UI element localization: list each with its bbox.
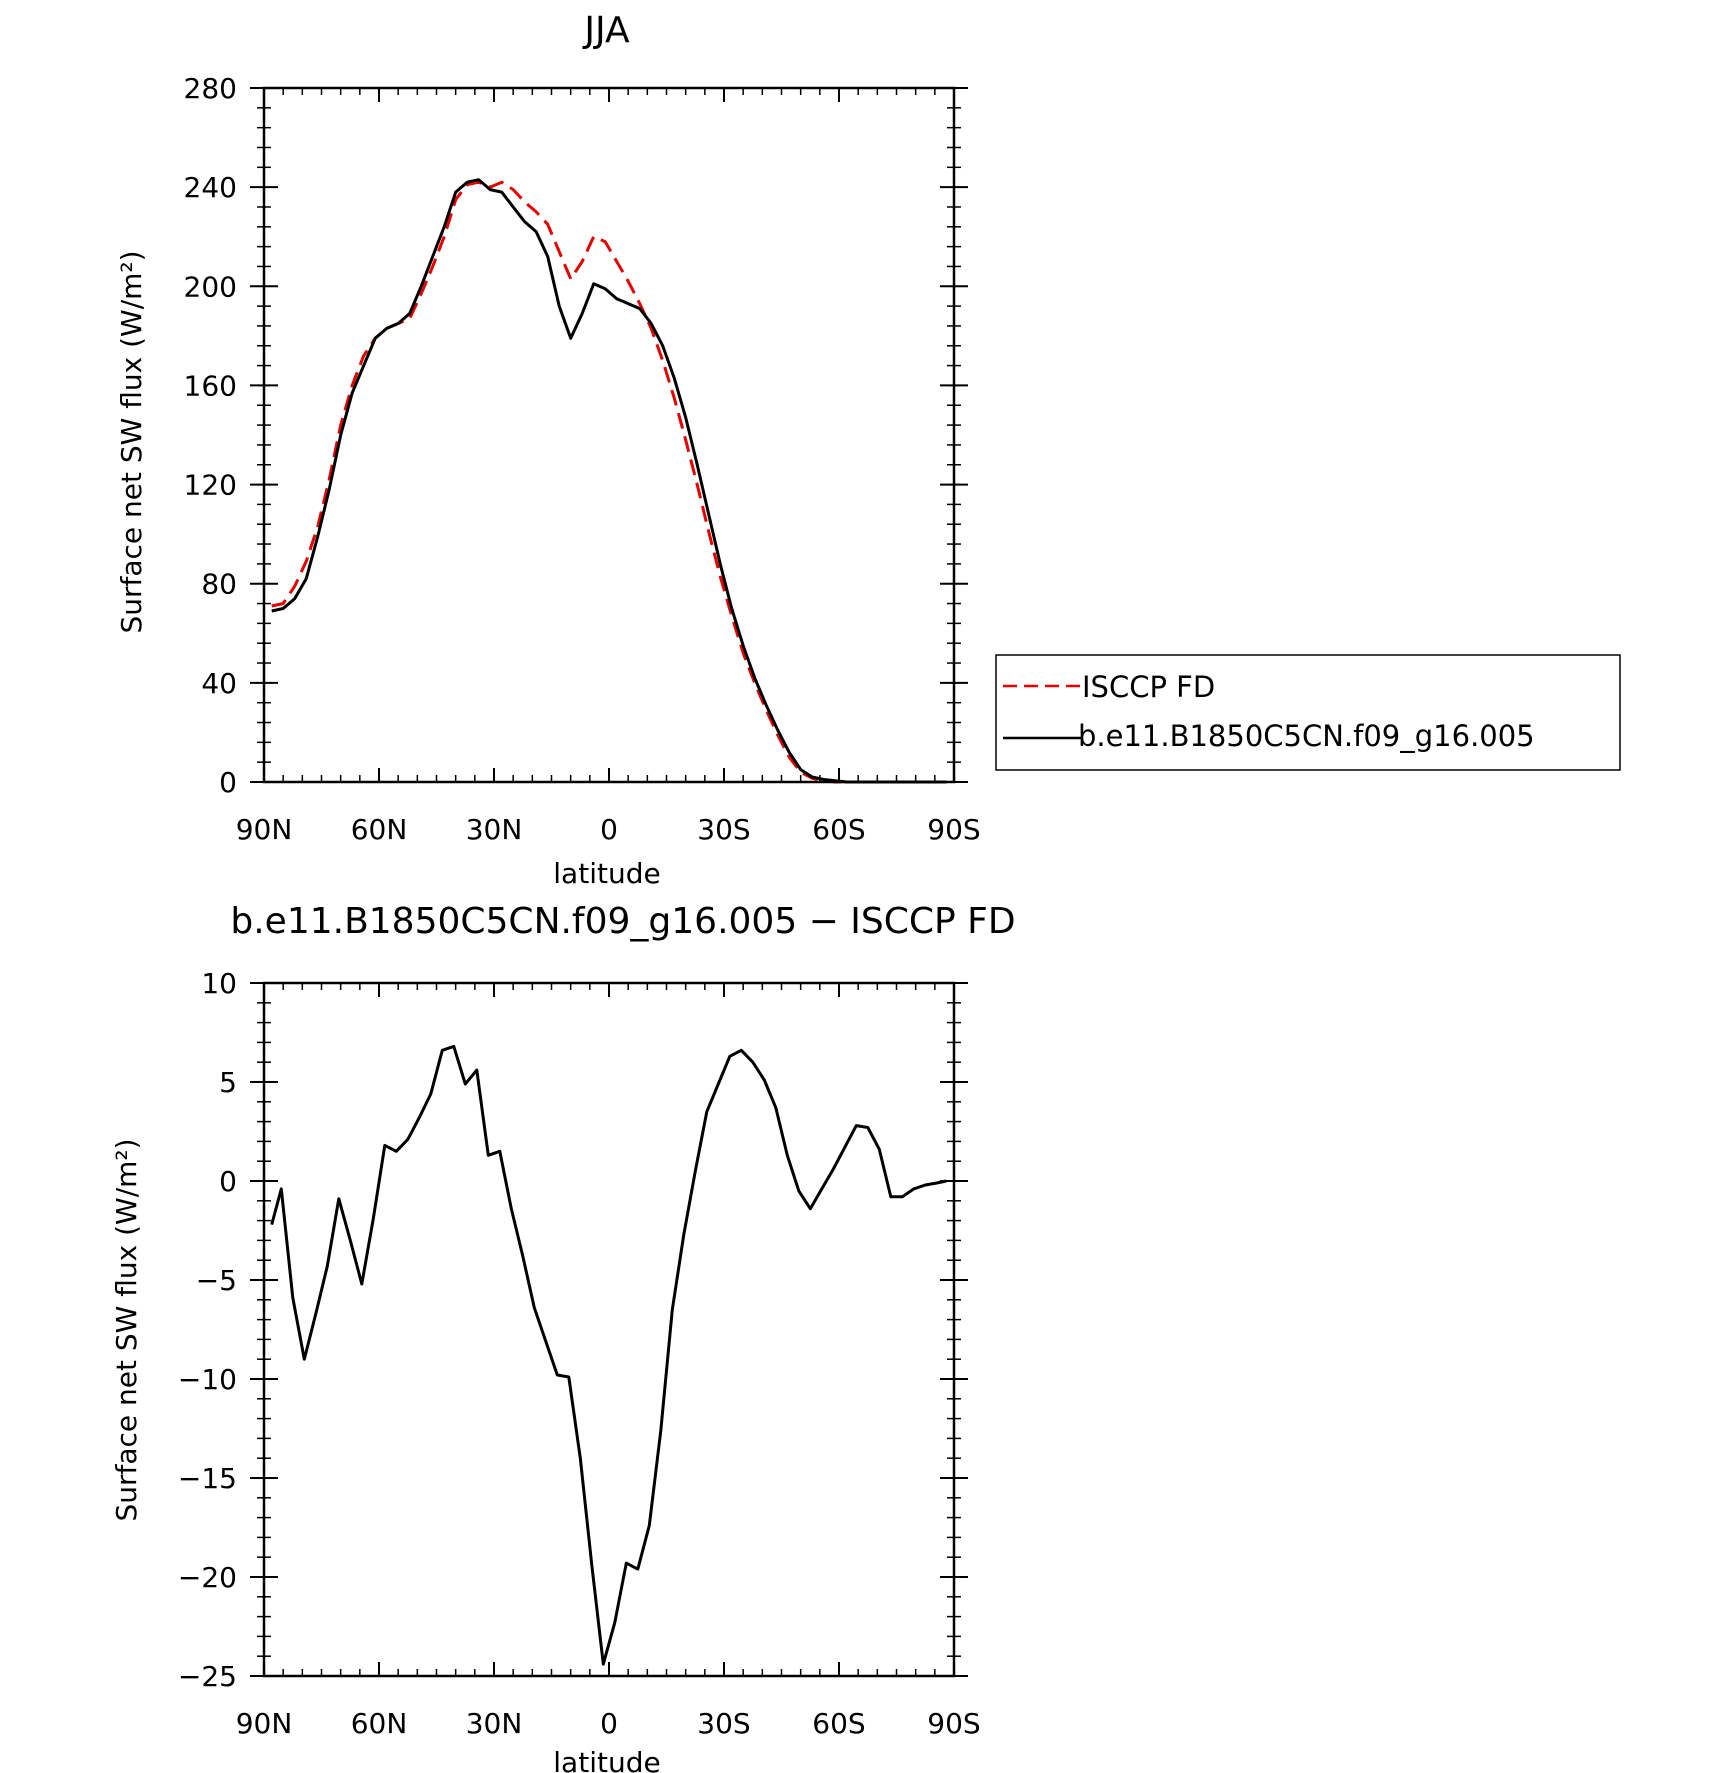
bottom-y-tick-labels: 10 5 0 −5 −10 −15 −20 −25 [178, 967, 237, 1693]
top-y-tick-labels: 0 40 80 120 160 200 240 280 [184, 72, 237, 799]
bottom-x-tick-label: 30N [466, 1707, 523, 1740]
bottom-x-tick-label: 60N [351, 1707, 408, 1740]
top-x-axis-title: latitude [553, 857, 660, 890]
bottom-series-line-model [270, 1044, 947, 1666]
top-y-tick-label: 0 [219, 766, 237, 799]
bottom-x-tick-label: 60S [812, 1707, 865, 1740]
top-plot-area: 90N 60N 30N 0 30S 60S 90S 0 40 80 120 160 200 240 280 [184, 72, 981, 846]
legend-box [995, 654, 1621, 771]
bottom-panel: b.e11.B1850C5CN.f09_g16.005 − ISCCP FD 9… [110, 901, 1016, 1773]
top-y-tick-label: 240 [184, 171, 237, 204]
bottom-x-tick-label: 30S [697, 1707, 750, 1740]
top-plot-frame [262, 86, 956, 784]
bottom-y-tick-label: 0 [219, 1165, 237, 1198]
top-x-tick-label: 90S [927, 813, 980, 846]
top-y-tick-label: 280 [184, 72, 237, 105]
top-x-tick-label: 60N [351, 813, 408, 846]
legend-label-model: b.e11.B1850C5CN.f09_g16.005 [1078, 719, 1535, 753]
top-panel-title: JJA [582, 10, 630, 51]
bottom-plot-area: 90N 60N 30N 0 30S 60S 90S 10 5 0 −5 −10 −15 −20 −25 [178, 967, 981, 1740]
top-y-tick-label: 200 [184, 270, 237, 303]
top-x-tick-label: 30N [466, 813, 523, 846]
bottom-x-axis-title: latitude [553, 1746, 660, 1773]
top-panel: JJA 90N 60N 30N 0 30S 60S 90S 0 40 80 120 160 200 24… [115, 10, 1621, 890]
bottom-plot-frame [262, 981, 956, 1678]
top-x-tick-label: 0 [600, 813, 618, 846]
bottom-y-tick-label: −20 [178, 1561, 237, 1594]
bottom-x-tick-label: 0 [600, 1707, 618, 1740]
legend-label-isccp-fd: ISCCP FD [1082, 670, 1215, 704]
bottom-y-tick-label: 5 [219, 1066, 237, 1099]
bottom-x-tick-labels: 90N 60N 30N 0 30S 60S 90S [236, 1707, 981, 1740]
bottom-y-tick-label: −25 [178, 1660, 237, 1693]
bottom-x-tick-label: 90N [236, 1707, 293, 1740]
top-y-tick-label: 160 [184, 369, 237, 402]
top-y-axis-title: Surface net SW flux (W/m²) [115, 250, 148, 633]
bottom-series [270, 1044, 947, 1666]
bottom-y-tick-label: 10 [201, 967, 237, 1000]
top-y-tick-label: 120 [184, 469, 237, 502]
top-x-tick-label: 90N [236, 813, 293, 846]
legend: ISCCP FD b.e11.B1850C5CN.f09_g16.005 [995, 654, 1621, 771]
bottom-x-tick-label: 90S [927, 1707, 980, 1740]
bottom-y-tick-label: −15 [178, 1462, 237, 1495]
top-y-tick-label: 40 [201, 667, 237, 700]
bottom-y-axis-title: Surface net SW flux (W/m²) [110, 1138, 143, 1521]
bottom-y-tick-label: −5 [196, 1264, 237, 1297]
top-x-tick-labels: 90N 60N 30N 0 30S 60S 90S [236, 813, 981, 846]
top-x-tick-label: 60S [812, 813, 865, 846]
top-x-tick-label: 30S [697, 813, 750, 846]
top-y-tick-label: 80 [201, 568, 237, 601]
bottom-panel-title: b.e11.B1850C5CN.f09_g16.005 − ISCCP FD [230, 901, 1015, 942]
bottom-y-tick-label: −10 [178, 1363, 237, 1396]
